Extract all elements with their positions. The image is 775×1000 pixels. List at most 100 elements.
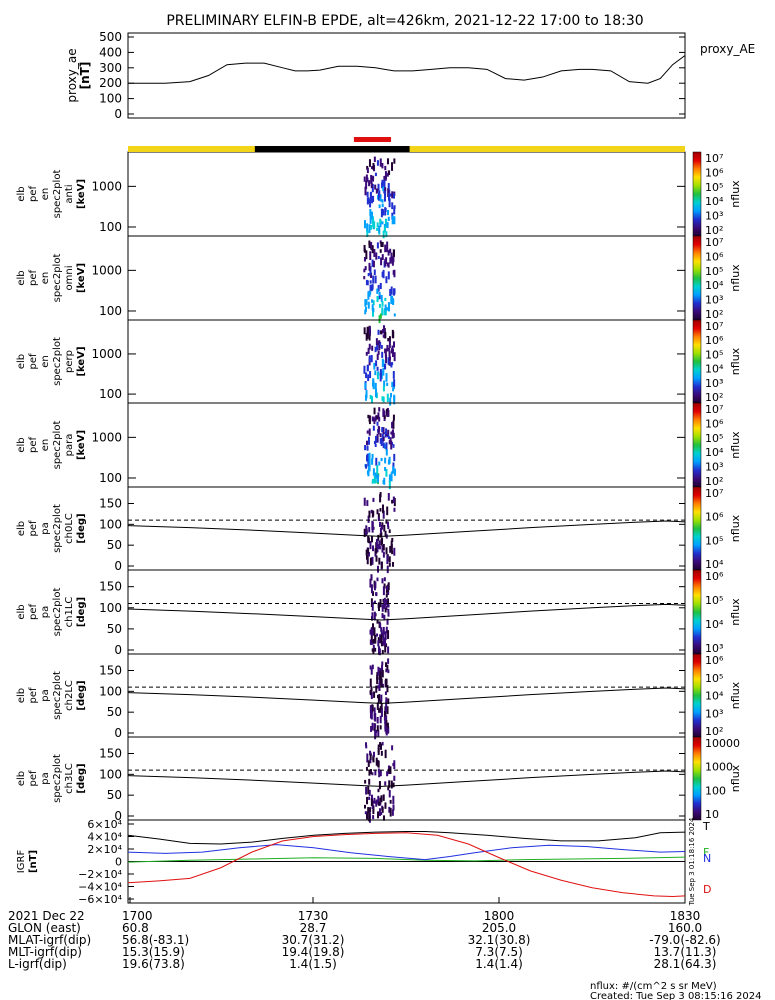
spec-cell <box>370 166 373 170</box>
spec-cell <box>379 622 382 628</box>
colorbar-label: nflux <box>729 598 742 626</box>
spec-cell <box>393 288 396 295</box>
spec-cell <box>385 433 388 437</box>
spec-cell <box>380 629 383 638</box>
spec-cell <box>372 468 375 476</box>
spec-cell <box>378 682 381 691</box>
ylabel-en_anti-line: [keV] <box>76 179 87 209</box>
spec-cell <box>384 457 387 464</box>
spec-cell <box>375 800 378 807</box>
spec-cell <box>368 812 371 822</box>
spec-cell <box>365 372 368 379</box>
spec-cell <box>377 474 380 483</box>
spec-cell <box>381 661 384 666</box>
spec-cell <box>367 466 370 471</box>
ytick-label: 100 <box>99 767 122 781</box>
spec-cell <box>386 706 389 715</box>
spec-cell <box>388 192 391 201</box>
spec-cell <box>381 613 384 619</box>
colorbar <box>692 319 702 404</box>
spec-cell <box>376 227 379 231</box>
spec-cell <box>377 640 380 647</box>
spec-cell <box>371 612 374 620</box>
spec-cell <box>381 664 384 672</box>
spec-cell <box>368 778 371 785</box>
spec-cell <box>382 626 385 633</box>
spec-cell <box>386 307 389 311</box>
spec-cell <box>379 770 382 777</box>
colorbar <box>692 151 702 237</box>
spec-cell <box>389 193 392 197</box>
spec-cell <box>369 557 372 566</box>
spec-cell <box>388 198 391 208</box>
spec-cell <box>383 380 386 387</box>
spec-cell <box>367 785 370 795</box>
ephemeris-table: 2021 Dec 22 1700 1730 1800 1830 GLON (east) 60… <box>8 909 721 971</box>
spec-cell <box>365 180 368 190</box>
spec-cell <box>392 420 395 429</box>
spec-cell <box>375 685 378 693</box>
spec-cell <box>383 524 386 532</box>
ylabel-pa_ch3-line: pef <box>28 770 39 787</box>
spec-cell <box>376 565 379 573</box>
colorbar-tick: 10⁵ <box>705 348 723 361</box>
spec-cell <box>365 745 368 749</box>
spec-cell <box>371 722 374 731</box>
spec-cell <box>387 630 390 639</box>
spec-cell <box>367 807 370 814</box>
spec-cell <box>383 175 386 180</box>
spec-cell <box>381 199 384 203</box>
ytick-label: 150 <box>99 747 122 761</box>
spec-cell <box>366 223 369 233</box>
ephem-value: 1.4(1.4) <box>475 957 523 971</box>
spec-cell <box>375 388 378 398</box>
spec-cell <box>385 720 388 726</box>
spec-cell <box>370 272 373 279</box>
spec-cell <box>387 216 390 221</box>
spec-cell <box>372 218 375 228</box>
spec-cell <box>370 242 373 250</box>
ylabel-pa_ch0-line: elb <box>16 521 27 536</box>
spec-cell <box>379 438 382 444</box>
ytick-label: 0 <box>114 643 122 657</box>
spec-cell <box>378 190 381 198</box>
colorbar-tick: 10⁴ <box>705 363 724 376</box>
ae-ylabel: proxy_ae <box>65 48 79 102</box>
spec-cell <box>369 665 372 670</box>
spec-cell <box>392 782 395 788</box>
plot-title: PRELIMINARY ELFIN-B EPDE, alt=426km, 202… <box>166 13 643 29</box>
spec-cell <box>385 373 388 382</box>
spec-cell <box>363 268 366 273</box>
spec-cell <box>369 639 372 645</box>
spec-cell <box>372 591 375 596</box>
spec-cell <box>381 504 384 514</box>
spec-cell <box>371 705 374 712</box>
spec-cell <box>386 555 389 565</box>
ephem-label: MLAT-igrf(dip) <box>8 933 91 947</box>
igrf-ytick-label: 2×10⁴ <box>87 843 122 856</box>
spec-cell <box>382 209 385 216</box>
spec-cell <box>391 537 394 543</box>
spec-cell <box>376 188 379 192</box>
spec-cell <box>368 224 371 233</box>
spec-cell <box>384 632 387 641</box>
ephem-value: 1.4(1.5) <box>289 957 337 971</box>
spec-cell <box>368 355 371 363</box>
spec-cell <box>392 414 395 421</box>
spec-cell <box>384 363 387 370</box>
ytick-label: 150 <box>99 580 122 594</box>
ylabel-pa_ch1-line: ch1LC <box>64 597 75 628</box>
spec-cell <box>377 517 380 522</box>
colorbar-tick: 10³ <box>705 461 723 474</box>
ylabel-en_anti-line: pef <box>28 186 39 203</box>
spec-cell <box>376 702 379 710</box>
spec-cell <box>377 646 380 655</box>
spec-cell <box>367 436 370 445</box>
spec-cell <box>390 540 393 548</box>
spec-cell <box>378 341 381 351</box>
spec-cell <box>366 453 369 459</box>
spec-cell <box>376 366 379 371</box>
spec-cell <box>385 697 388 702</box>
ylabel-pa_ch2-line: spec2plot <box>52 671 63 720</box>
